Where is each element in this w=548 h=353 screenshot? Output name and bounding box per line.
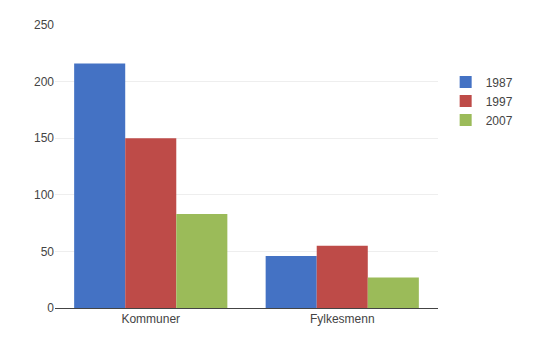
svg-text:200: 200 bbox=[34, 75, 54, 89]
svg-text:Kommuner: Kommuner bbox=[121, 312, 180, 326]
svg-text:0: 0 bbox=[47, 301, 54, 315]
svg-text:100: 100 bbox=[34, 188, 54, 202]
svg-text:1997: 1997 bbox=[486, 95, 513, 109]
svg-text:250: 250 bbox=[34, 18, 54, 32]
svg-text:Fylkesmenn: Fylkesmenn bbox=[310, 312, 375, 326]
svg-text:2007: 2007 bbox=[486, 114, 513, 128]
svg-text:50: 50 bbox=[41, 245, 55, 259]
svg-text:1987: 1987 bbox=[486, 76, 513, 90]
svg-text:150: 150 bbox=[34, 131, 54, 145]
